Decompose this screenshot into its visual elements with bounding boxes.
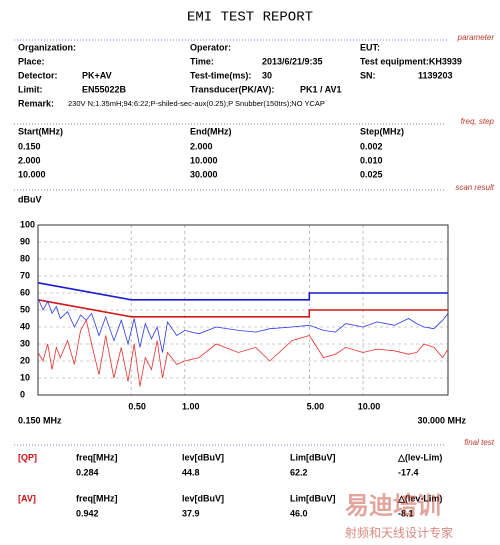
table-cell: 0.150: [18, 141, 41, 151]
x-range-label: 30.000 MHz: [417, 415, 466, 425]
remark-value: 230V N;1.35mH;94:6:22;P-shiled-sec-aux(0…: [68, 99, 325, 108]
x-tick-label: 5.00: [307, 401, 325, 411]
x-range-label: 0.150 MHz: [18, 415, 62, 425]
field-label: Operator:: [190, 42, 231, 52]
data-line: [37, 319, 449, 387]
y-tick-label: 50: [20, 304, 30, 314]
field-label: Organization:: [18, 42, 76, 52]
freq-table: Start(MHz) End(MHz) Step(MHz) 0.150 2.000 0.0…: [18, 126, 404, 179]
y-tick-label: 0: [20, 389, 25, 399]
section-label: freq, step: [461, 117, 495, 126]
field-label: Limit:: [18, 84, 43, 94]
x-tick-label: 10.00: [358, 401, 381, 411]
table-header: End(MHz): [190, 126, 232, 136]
field-value: PK+AV: [82, 70, 112, 80]
field-label: Time:: [190, 56, 214, 66]
field-label: EUT:: [360, 42, 380, 52]
field-value: PK1 / AV1: [300, 84, 342, 94]
final-test: [QP] freq[MHz] lev[dBuV] Lim[dBuV] △(lev-Lim…: [18, 452, 442, 518]
result-value: 46.0: [290, 508, 308, 518]
field-value: EN55022B: [82, 84, 127, 94]
result-label: △(lev-Lim): [397, 452, 442, 462]
table-cell: 10.000: [190, 155, 218, 165]
table-header: Start(MHz): [18, 126, 63, 136]
table-cell: 0.025: [360, 169, 383, 179]
section-label: final test: [464, 438, 495, 447]
section-label: scan result: [455, 183, 494, 192]
field-value: 30: [262, 70, 272, 80]
x-tick-label: 0.50: [128, 401, 146, 411]
remark-label: Remark:: [18, 98, 54, 108]
result-label: freq[MHz]: [76, 493, 118, 503]
result-value: 37.9: [182, 508, 200, 518]
result-value: 44.8: [182, 467, 200, 477]
result-label: freq[MHz]: [76, 452, 118, 462]
result-label: Lim[dBuV]: [290, 452, 336, 462]
y-tick-label: 20: [20, 355, 30, 365]
watermark-slogan: 射频和天线设计专家: [345, 525, 453, 540]
table-cell: 0.010: [360, 155, 383, 165]
field-label: SN:: [360, 70, 376, 80]
y-tick-label: 80: [20, 253, 30, 263]
x-tick-label: 1.00: [182, 401, 200, 411]
table-cell: 10.000: [18, 169, 46, 179]
table-cell: 2.000: [18, 155, 41, 165]
field-label: Place:: [18, 56, 45, 66]
field-value: 2013/6/21/9:35: [262, 56, 323, 66]
result-label: lev[dBuV]: [182, 452, 224, 462]
result-value: 0.942: [76, 508, 99, 518]
parameter-fields: Organization: Operator: EUT: Place: Time: 201…: [18, 42, 462, 94]
result-value: 0.284: [76, 467, 99, 477]
table-cell: 2.000: [190, 141, 213, 151]
table-cell: 30.000: [190, 169, 218, 179]
data-line: [37, 299, 448, 318]
y-tick-label: 90: [20, 236, 30, 246]
detector-tag: [QP]: [18, 452, 37, 462]
detector-tag: [AV]: [18, 493, 36, 503]
field-label: Detector:: [18, 70, 58, 80]
watermark-brand: 易迪培训: [345, 491, 441, 519]
section-label: parameter: [457, 33, 495, 42]
result-value: -8.1: [398, 508, 414, 518]
y-axis-label: dBuV: [18, 194, 42, 204]
field-label: Transducer(PK/AV):: [190, 84, 274, 94]
result-value: -17.4: [398, 467, 419, 477]
table-cell: 0.002: [360, 141, 383, 151]
y-tick-label: 30: [20, 338, 30, 348]
table-header: Step(MHz): [360, 126, 404, 136]
result-value: 62.2: [290, 467, 308, 477]
chart: dBuV 0 10 20 30 40 50 60 70 80 90 100 0.50 1.00 5.00 10…: [18, 194, 466, 425]
field-value: 1139203: [418, 70, 453, 80]
data-line: [37, 297, 449, 353]
field-label: Test-time(ms):: [190, 70, 251, 80]
data-line: [37, 282, 448, 301]
result-label: Lim[dBuV]: [290, 493, 336, 503]
result-label: lev[dBuV]: [182, 493, 224, 503]
y-tick-label: 60: [20, 287, 30, 297]
y-tick-label: 100: [20, 219, 35, 229]
y-tick-label: 70: [20, 270, 30, 280]
result-label: △(lev-Lim): [397, 493, 442, 503]
title: EMI TEST REPORT: [187, 10, 313, 26]
y-tick-label: 10: [20, 372, 30, 382]
field-label: Test equipment:KH3939: [360, 56, 462, 66]
y-tick-label: 40: [20, 321, 30, 331]
